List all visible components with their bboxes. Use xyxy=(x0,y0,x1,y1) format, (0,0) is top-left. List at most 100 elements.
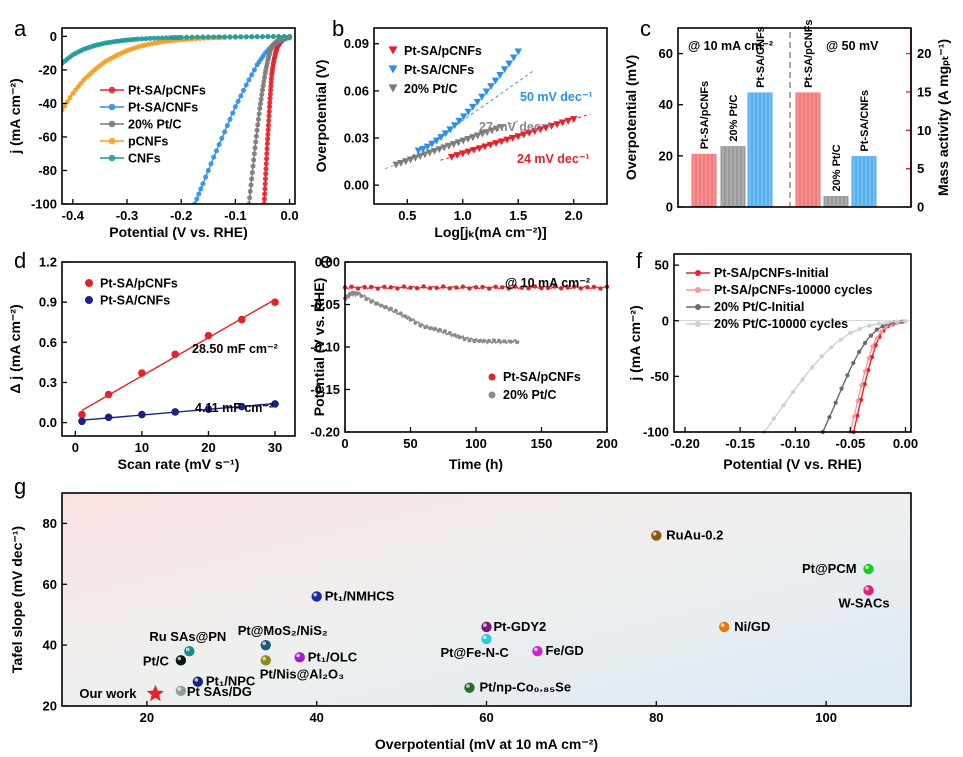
panel-f-legend-marker xyxy=(695,287,701,293)
panel-a-legend-marker xyxy=(108,120,116,128)
panel-a-point xyxy=(262,191,268,197)
panel-d-xtick-label: 20 xyxy=(201,440,215,455)
panel-a-point xyxy=(219,135,225,141)
panel-e-point xyxy=(382,284,387,290)
panel-a-point xyxy=(261,196,267,202)
panel-e-point xyxy=(508,339,513,344)
panel-g-point xyxy=(260,655,271,666)
panel-f-point xyxy=(790,389,796,395)
panel-a-point xyxy=(184,34,190,40)
panel-b-point xyxy=(447,153,456,161)
panel-a-legend-marker xyxy=(108,103,116,111)
panel-g-point-label: Pt@Fe-N-C xyxy=(441,645,510,660)
panel-a-point xyxy=(260,83,266,89)
panel-a-point xyxy=(67,95,73,101)
panel-a-point xyxy=(263,161,269,167)
panel-e-point xyxy=(408,285,413,290)
panel-c-bar-label: 20% Pt/C xyxy=(831,144,843,191)
panel-d-xlabel: Scan rate (mV s⁻¹) xyxy=(118,456,240,472)
panel-e-xtick-label: 100 xyxy=(465,436,487,451)
panel-f-point xyxy=(879,329,884,334)
panel-e-point xyxy=(437,327,442,332)
panel-a-point xyxy=(143,36,149,42)
panel-a-point xyxy=(281,33,287,39)
panel-e-point xyxy=(379,303,384,308)
panel-b-point xyxy=(491,77,500,85)
panel-a-point xyxy=(62,103,68,109)
panel-e-xtick-label: 50 xyxy=(403,436,417,451)
panel-c-right-ylabel: Mass activity (A mgₚₜ⁻¹) xyxy=(935,39,951,196)
panel-g-point-highlight xyxy=(194,678,199,682)
panel-g-point xyxy=(294,652,305,663)
panel-a-point xyxy=(163,35,169,41)
panel-g-point xyxy=(651,530,662,541)
panel-b-point xyxy=(486,141,495,149)
panel-d-point xyxy=(78,417,86,426)
panel-g-point-label: Pt₁/NMHCS xyxy=(325,588,395,603)
panel-a-point xyxy=(211,34,217,40)
panel-g-point xyxy=(481,633,492,645)
panel-e-point xyxy=(433,326,438,331)
panel-a-point xyxy=(262,74,268,80)
panel-f-point xyxy=(874,336,879,341)
panel-f-point xyxy=(862,340,868,346)
panel-e-point xyxy=(388,306,393,311)
panel-f-point xyxy=(870,344,875,349)
panel-d-ylabel: Δ j (mA cm⁻²) xyxy=(7,304,23,393)
panel-b-xtick-label: 1.0 xyxy=(454,208,472,223)
panel-c: Pt-SA/pCNFs 20% Pt/C Pt-SA/CNFs Pt-SA/pCNFs… xyxy=(623,19,951,214)
panel-g-point-label: W-SACs xyxy=(839,595,890,610)
panel-label-b: b xyxy=(332,16,344,41)
panel-e-point xyxy=(598,286,603,291)
panel-g-point xyxy=(719,621,730,633)
panel-a-point xyxy=(266,113,272,119)
panel-b-point xyxy=(464,148,473,156)
panel-g-ylabel: Tafel slope (mV dec⁻¹) xyxy=(9,526,25,673)
panel-g-point-label: Fe/GD xyxy=(545,643,583,658)
panel-e-note: @ 10 mA cm⁻² xyxy=(505,276,590,290)
panel-a-frame xyxy=(61,27,296,205)
panel-g-ytick-label: 60 xyxy=(43,577,57,592)
panel-g-point-highlight xyxy=(865,586,869,591)
panel-a-point xyxy=(254,34,260,40)
panel-b-point xyxy=(508,134,517,142)
panel-label-f: f xyxy=(636,248,643,273)
panel-a-point xyxy=(257,101,263,107)
panel-b-ylabel: Overpotential (V) xyxy=(313,60,329,173)
panel-label-d: d xyxy=(14,248,26,273)
panel-g-ytick-label: 40 xyxy=(43,638,57,653)
panel-a-point xyxy=(246,77,252,83)
panel-e-point xyxy=(552,284,557,289)
panel-f: -0.20 -0.15 -0.10 -0.05 0.00 50 0 -50 -100 Potent… xyxy=(627,258,918,472)
panel-g-background xyxy=(62,493,911,706)
panel-c-bar-label: Pt-SA/pCNFs xyxy=(803,19,815,87)
panel-d-point xyxy=(171,350,179,359)
panel-f-legend-marker xyxy=(695,321,701,327)
panel-a-point xyxy=(205,167,211,173)
panel-f-point xyxy=(867,323,872,328)
panel-a-point xyxy=(262,176,268,182)
panel-a-point xyxy=(147,35,153,41)
panel-b-legend-label: 20% Pt/C xyxy=(404,82,458,96)
panel-g-point-label: Ru SAs@PN xyxy=(149,629,226,644)
panel-e-point xyxy=(467,338,472,343)
panel-g-point xyxy=(192,676,204,687)
panel-b-point xyxy=(473,98,482,106)
panel-e-point xyxy=(532,284,538,289)
panel-e-point xyxy=(565,285,570,290)
panel-b-point xyxy=(492,140,500,147)
panel-a-point xyxy=(251,151,257,157)
panel-e-point xyxy=(414,285,420,291)
panel-f-point xyxy=(827,415,832,420)
panel-e-point xyxy=(545,285,551,291)
panel-g-point xyxy=(175,685,187,696)
panel-f-legend-label: Pt-SA/pCNFs-10000 cycles xyxy=(714,283,872,297)
panel-e-point xyxy=(403,314,408,319)
panel-e-point xyxy=(421,284,426,289)
panel-g-point-label: Pt/np-Co₀.₈₅Se xyxy=(480,680,572,695)
panel-e-point xyxy=(572,284,577,289)
panel-b-point xyxy=(475,145,484,153)
panel-e-point xyxy=(558,286,564,291)
panel-b-legend-marker xyxy=(388,84,398,93)
